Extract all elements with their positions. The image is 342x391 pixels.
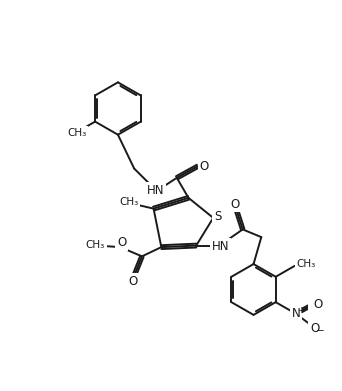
Text: CH₃: CH₃ <box>297 260 316 269</box>
Text: CH₃: CH₃ <box>119 197 139 208</box>
Text: O: O <box>230 197 240 210</box>
Text: HN: HN <box>211 240 229 253</box>
Text: O: O <box>314 298 323 311</box>
Text: CH₃: CH₃ <box>86 240 105 250</box>
Text: CH₃: CH₃ <box>67 128 87 138</box>
Text: HN: HN <box>147 184 165 197</box>
Text: O: O <box>128 275 137 288</box>
Text: −: − <box>316 326 325 336</box>
Text: O: O <box>199 160 209 173</box>
Text: S: S <box>214 210 222 223</box>
Text: +: + <box>297 306 304 315</box>
Text: N: N <box>291 307 300 320</box>
Text: O: O <box>117 236 127 249</box>
Text: O: O <box>311 322 320 335</box>
